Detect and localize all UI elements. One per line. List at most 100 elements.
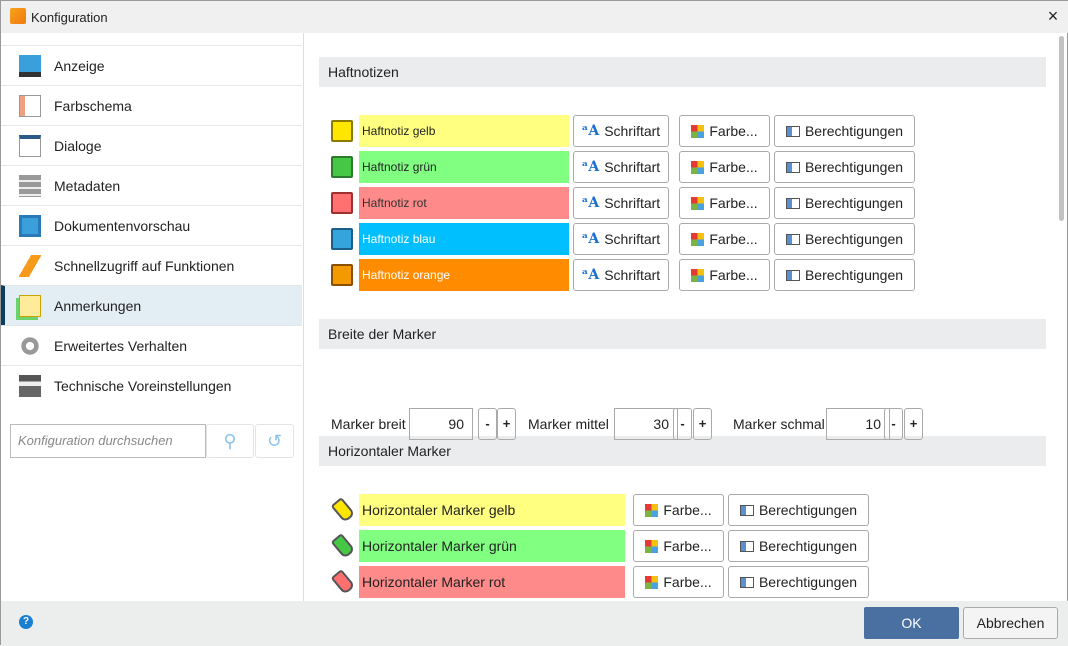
permissions-button[interactable]: Berechtigungen <box>774 151 915 183</box>
font-button[interactable]: ᵃA Schriftart <box>573 151 669 183</box>
sticky-note-icon <box>331 228 353 250</box>
color-button[interactable]: Farbe... <box>679 187 770 219</box>
highlighter-icon <box>330 497 356 523</box>
decrement-button[interactable]: - <box>884 408 903 440</box>
color-button[interactable]: Farbe... <box>679 259 770 291</box>
color-button[interactable]: Farbe... <box>633 530 724 562</box>
note-row: Haftnotiz blau ᵃA Schriftart Farbe... Berech… <box>306 223 1066 255</box>
permissions-button[interactable]: Berechtigungen <box>728 494 869 526</box>
sidebar-item-schnellzugriff-auf-funktionen[interactable]: Schnellzugriff auf Funktionen <box>1 245 302 285</box>
palette-icon <box>691 124 705 138</box>
cancel-button[interactable]: Abbrechen <box>963 607 1058 639</box>
decrement-button[interactable]: - <box>478 408 497 440</box>
sidebar-item-erweitertes-verhalten[interactable]: Erweitertes Verhalten <box>1 325 302 365</box>
scrollbar[interactable] <box>1059 36 1064 221</box>
sidebar-item-technische-voreinstellungen[interactable]: Technische Voreinstellungen <box>1 365 302 405</box>
font-button[interactable]: ᵃA Schriftart <box>573 259 669 291</box>
search-button[interactable]: ⚲ <box>206 424 254 458</box>
gears-icon <box>19 334 41 357</box>
id-card-icon <box>739 504 754 516</box>
color-button[interactable]: Farbe... <box>679 151 770 183</box>
id-card-icon <box>785 161 800 173</box>
note-row: Haftnotiz grün ᵃA Schriftart Farbe... Berech… <box>306 151 1066 183</box>
note-label: Haftnotiz gelb <box>359 115 569 147</box>
font-button[interactable]: ᵃA Schriftart <box>573 187 669 219</box>
increment-button[interactable]: + <box>497 408 516 440</box>
sidebar-item-metadaten[interactable]: Metadaten <box>1 165 302 205</box>
id-card-icon <box>739 576 754 588</box>
sidebar-item-label: Anmerkungen <box>54 297 142 314</box>
note-label: Haftnotiz blau <box>359 223 569 255</box>
color-button[interactable]: Farbe... <box>679 223 770 255</box>
increment-button[interactable]: + <box>904 408 923 440</box>
app-icon <box>10 8 26 24</box>
settings-panel: Haftnotizen Breite der Marker Horizontal… <box>306 33 1068 601</box>
sidebar-item-label: Farbschema <box>54 97 132 114</box>
font-icon: ᵃA <box>581 231 600 247</box>
color-button-label: Farbe... <box>663 538 712 554</box>
marker-label: Horizontaler Marker grün <box>359 530 625 562</box>
marker-width-label: Marker mittel <box>528 416 609 432</box>
sidebar-item-label: Technische Voreinstellungen <box>54 377 232 394</box>
font-icon: ᵃA <box>581 267 600 283</box>
palette-icon <box>691 160 705 174</box>
color-button-label: Farbe... <box>709 123 758 139</box>
permissions-button[interactable]: Berechtigungen <box>728 530 869 562</box>
marker-width-input[interactable]: 90 <box>409 408 473 440</box>
palette-icon <box>691 196 705 210</box>
metadata-list-icon <box>19 174 41 197</box>
font-button[interactable]: ᵃA Schriftart <box>573 115 669 147</box>
palette-icon <box>645 539 659 553</box>
permissions-button[interactable]: Berechtigungen <box>728 566 869 598</box>
color-button[interactable]: Farbe... <box>633 494 724 526</box>
sticky-notes-icon <box>19 294 41 317</box>
section-header-notes: Haftnotizen <box>319 57 1046 87</box>
highlighter-icon <box>330 533 356 559</box>
note-label: Haftnotiz rot <box>359 187 569 219</box>
palette-icon <box>691 268 705 282</box>
section-header-marker-width: Breite der Marker <box>319 319 1046 349</box>
marker-width-input[interactable]: 10 <box>826 408 890 440</box>
permissions-button-label: Berechtigungen <box>804 123 904 139</box>
color-button[interactable]: Farbe... <box>679 115 770 147</box>
reset-button[interactable]: ↺ <box>255 424 294 458</box>
font-icon: ᵃA <box>581 159 600 175</box>
permissions-button-label: Berechtigungen <box>804 159 904 175</box>
refresh-icon: ↺ <box>266 431 283 451</box>
font-button[interactable]: ᵃA Schriftart <box>573 223 669 255</box>
id-card-icon <box>785 125 800 137</box>
marker-row: Horizontaler Marker rot Farbe... Berechtig… <box>306 566 1066 598</box>
permissions-button[interactable]: Berechtigungen <box>774 187 915 219</box>
color-scheme-icon <box>19 94 41 117</box>
help-icon[interactable]: ? <box>19 615 33 629</box>
marker-label: Horizontaler Marker rot <box>359 566 625 598</box>
permissions-button[interactable]: Berechtigungen <box>774 223 915 255</box>
window-title: Konfiguration <box>31 10 108 25</box>
note-label: Haftnotiz grün <box>359 151 569 183</box>
sidebar-item-farbschema[interactable]: Farbschema <box>1 85 302 125</box>
sidebar-item-anmerkungen[interactable]: Anmerkungen <box>1 285 302 325</box>
decrement-button[interactable]: - <box>673 408 692 440</box>
sticky-note-icon <box>331 120 353 142</box>
palette-icon <box>691 232 705 246</box>
color-button-label: Farbe... <box>709 195 758 211</box>
permissions-button[interactable]: Berechtigungen <box>774 259 915 291</box>
marker-row: Horizontaler Marker gelb Farbe... Berechti… <box>306 494 1066 526</box>
search-input[interactable]: Konfiguration durchsuchen <box>10 424 206 458</box>
note-row: Haftnotiz gelb ᵃA Schriftart Farbe... Berech… <box>306 115 1066 147</box>
sidebar-item-anzeige[interactable]: Anzeige <box>1 45 302 85</box>
sidebar-item-dokumentenvorschau[interactable]: Dokumentenvorschau <box>1 205 302 245</box>
close-icon[interactable]: × <box>1047 6 1059 26</box>
id-card-icon <box>785 233 800 245</box>
sidebar-item-dialoge[interactable]: Dialoge <box>1 125 302 165</box>
marker-width-input[interactable]: 30 <box>614 408 678 440</box>
increment-button[interactable]: + <box>693 408 712 440</box>
color-button[interactable]: Farbe... <box>633 566 724 598</box>
ok-button[interactable]: OK <box>864 607 959 639</box>
highlighter-icon <box>330 569 356 595</box>
permissions-button-label: Berechtigungen <box>758 538 858 554</box>
sidebar-item-label: Dokumentenvorschau <box>54 217 191 234</box>
marker-width-label: Marker schmal <box>733 416 825 432</box>
permissions-button[interactable]: Berechtigungen <box>774 115 915 147</box>
color-button-label: Farbe... <box>709 231 758 247</box>
